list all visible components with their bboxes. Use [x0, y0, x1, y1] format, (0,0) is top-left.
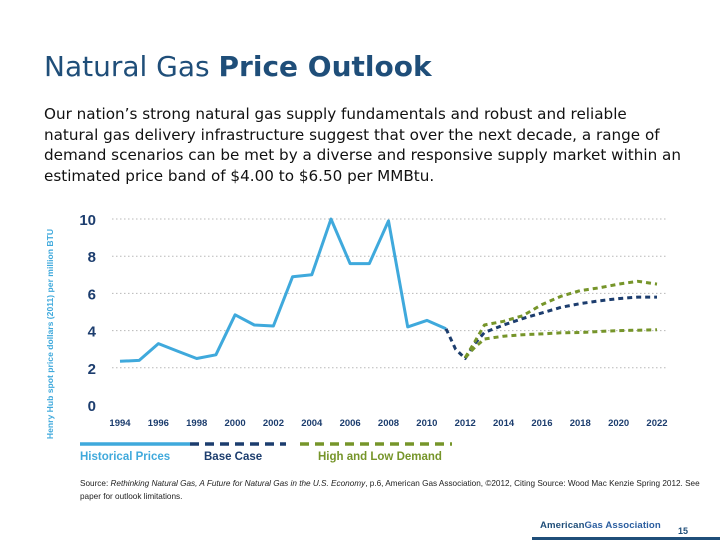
logo-word-american: American [540, 520, 585, 531]
slide-title: Natural Gas Price Outlook [44, 50, 432, 83]
source-details: , p.6, American Gas Association, ©2012, … [80, 479, 700, 501]
x-tick-label: 2016 [531, 418, 552, 429]
title-bold: Price Outlook [218, 50, 432, 83]
footer-bar [532, 537, 720, 540]
source-note: Source: Rethinking Natural Gas, A Future… [80, 478, 700, 503]
logo-word-gas-association: Gas Association [584, 520, 661, 531]
y-tick-label: 10 [79, 212, 96, 229]
x-tick-label: 2000 [225, 418, 246, 429]
page-number: 15 [678, 526, 689, 536]
series-low-demand [464, 328, 658, 359]
aga-logo: AmericanGas Association [540, 520, 661, 534]
series-historical-prices [119, 217, 447, 363]
x-tick-label: 2020 [608, 418, 629, 429]
x-tick-label: 2004 [301, 418, 323, 429]
source-title: Rethinking Natural Gas, A Future for Nat… [110, 479, 366, 488]
y-axis-title: Henry Hub spot price dollars (2011) per … [45, 229, 55, 439]
legend-high-low-demand-label: High and Low Demand [318, 451, 442, 463]
y-tick-label: 8 [88, 249, 96, 266]
x-tick-label: 2008 [378, 418, 399, 429]
x-tick-label: 1996 [148, 418, 169, 429]
x-tick-label: 2014 [493, 418, 515, 429]
x-tick-label: 2010 [416, 418, 437, 429]
y-tick-label: 2 [88, 361, 96, 378]
price-outlook-chart: 0 2 4 6 8 10 1994 1996 1998 2000 2002 2004 2006 2008 2… [45, 212, 668, 463]
y-tick-label: 6 [88, 286, 96, 303]
legend-base-case-label: Base Case [204, 451, 262, 463]
series-high-demand [463, 279, 658, 359]
x-tick-label: 1998 [186, 418, 207, 429]
x-tick-label: 1994 [109, 418, 131, 429]
y-tick-label: 0 [88, 398, 96, 415]
intro-paragraph: Our nation’s strong natural gas supply f… [44, 105, 681, 185]
legend-historical-label: Historical Prices [80, 451, 170, 463]
x-tick-label: 2018 [570, 418, 591, 429]
y-tick-label: 4 [88, 324, 97, 341]
x-tick-label: 2012 [455, 418, 476, 429]
x-tick-label: 2006 [340, 418, 361, 429]
source-prefix: Source: [80, 479, 111, 488]
x-tick-label: 2002 [263, 418, 284, 429]
series-base-case [444, 295, 657, 360]
x-tick-label: 2022 [646, 418, 667, 429]
title-regular: Natural Gas [44, 50, 219, 83]
